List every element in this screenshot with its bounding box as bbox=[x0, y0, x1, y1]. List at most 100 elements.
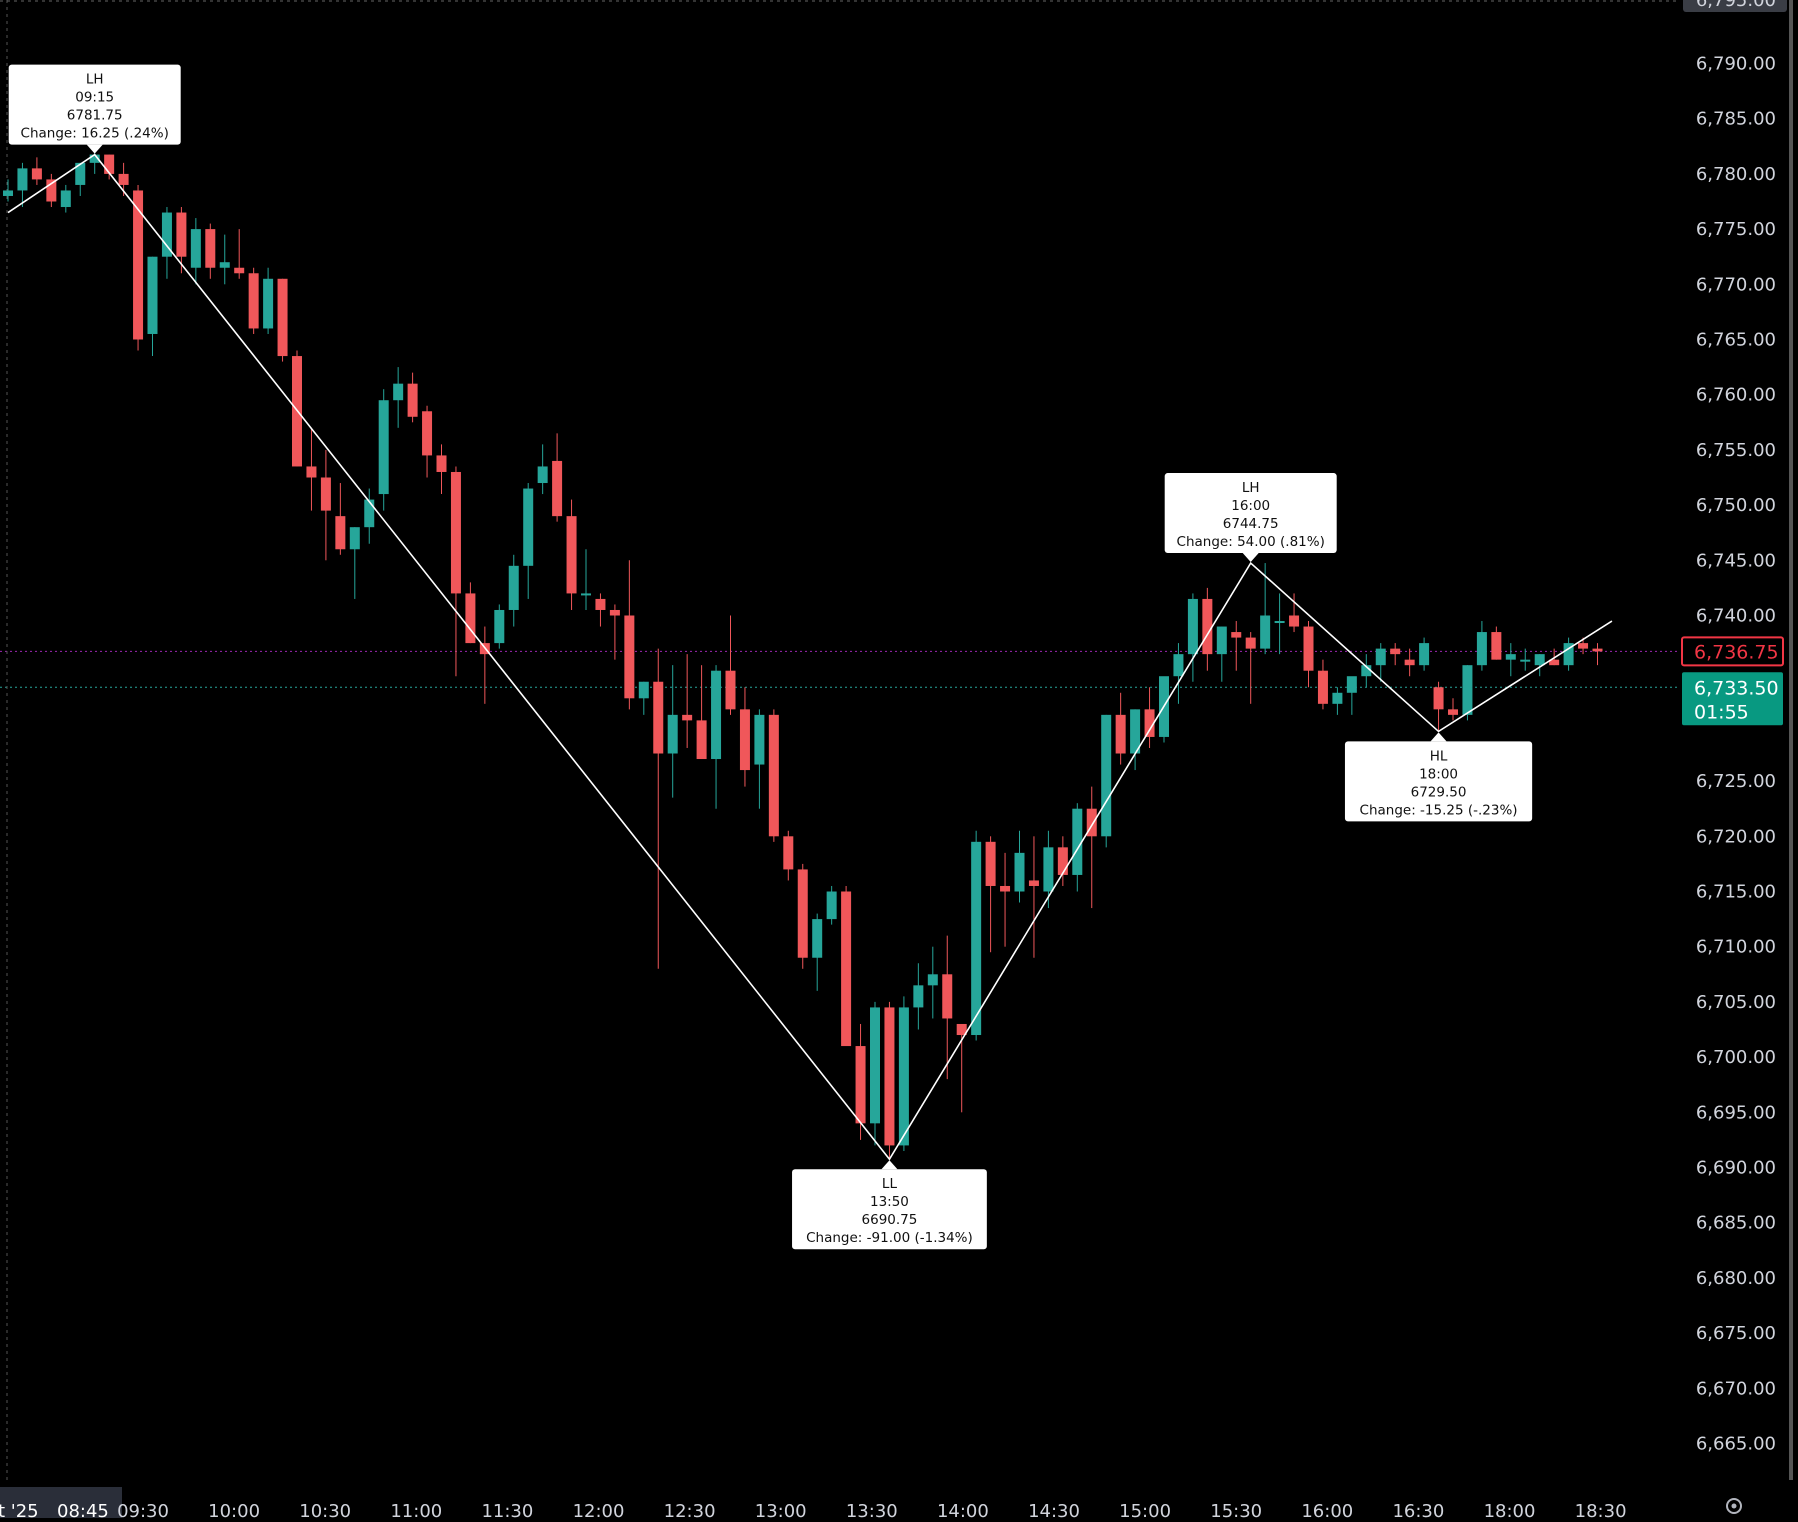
candle bbox=[1130, 709, 1141, 771]
candle-body bbox=[1505, 654, 1516, 660]
candle-body bbox=[320, 477, 331, 511]
candle-body bbox=[1375, 648, 1386, 666]
candle bbox=[1332, 687, 1343, 715]
pivot-label[interactable]: LL 13:50 6690.75 Change: -91.00 (-1.34%) bbox=[792, 1160, 987, 1250]
candle-body bbox=[277, 278, 288, 357]
candle-body bbox=[1361, 665, 1372, 677]
candle bbox=[364, 488, 375, 544]
time-axis[interactable]: t '25 08:45 09:30 10:00 10:30 11:00 11:30 12:00… bbox=[0, 1480, 1798, 1522]
gear-icon-hub bbox=[1731, 1503, 1737, 1509]
candle-body bbox=[971, 841, 982, 1036]
candle bbox=[1375, 643, 1386, 682]
time-tick-label: 16:00 bbox=[1301, 1501, 1353, 1518]
pivot-label[interactable]: HL 18:00 6729.50 Change: -15.25 (-.23%) bbox=[1344, 732, 1533, 822]
candle bbox=[725, 615, 736, 715]
candle-body bbox=[1028, 880, 1039, 886]
candle-body bbox=[378, 400, 389, 495]
candle-body bbox=[812, 919, 823, 958]
candle-body bbox=[1578, 643, 1589, 649]
candle bbox=[898, 996, 909, 1151]
zigzag-line bbox=[7, 153, 1613, 1161]
candle-body bbox=[60, 190, 71, 208]
candle-body bbox=[768, 714, 779, 837]
candle-body bbox=[1101, 714, 1112, 837]
candle-body bbox=[1130, 709, 1141, 754]
crosshair-price-badge bbox=[1683, 0, 1787, 12]
candle bbox=[1231, 621, 1242, 671]
pivot-label-box bbox=[8, 64, 181, 145]
candle bbox=[1476, 621, 1487, 671]
pivot-label-text: 13:50 bbox=[870, 1194, 909, 1210]
pivot-label-text: LH bbox=[86, 72, 104, 88]
time-tick-label: 16:30 bbox=[1392, 1501, 1444, 1518]
pivot-label-text: Change: 54.00 (.81%) bbox=[1177, 534, 1325, 550]
candle-body bbox=[75, 162, 86, 185]
time-tick-label: 15:00 bbox=[1119, 1501, 1171, 1518]
pivot-label-box bbox=[1164, 473, 1337, 554]
candle-body bbox=[1245, 637, 1256, 649]
candle bbox=[1346, 676, 1357, 715]
candle-body bbox=[1520, 659, 1531, 662]
candle-body bbox=[1043, 847, 1054, 892]
time-tick-label: 15:30 bbox=[1210, 1501, 1262, 1518]
candle-body bbox=[31, 168, 42, 180]
candle-body bbox=[725, 670, 736, 710]
time-tick-label: 12:00 bbox=[573, 1501, 625, 1518]
candle bbox=[176, 207, 187, 274]
current-price-text: 6,733.50 bbox=[1694, 677, 1779, 699]
last-price-text: 6,736.75 bbox=[1694, 641, 1779, 663]
candle bbox=[263, 267, 274, 334]
candle bbox=[422, 405, 433, 478]
candle-body bbox=[234, 267, 245, 274]
candle-body bbox=[1346, 676, 1357, 693]
candle-body bbox=[118, 173, 129, 185]
candle bbox=[508, 554, 519, 627]
candle-body bbox=[523, 488, 534, 566]
candle bbox=[1072, 803, 1083, 892]
candle bbox=[277, 278, 288, 362]
candle bbox=[306, 427, 317, 511]
candle-body bbox=[581, 593, 591, 596]
pivot-label-text: LH bbox=[1242, 480, 1260, 496]
candle bbox=[1173, 643, 1184, 704]
price-tick-label: 6,675.00 bbox=[1696, 1323, 1776, 1344]
candle-body bbox=[3, 190, 13, 196]
candle-body bbox=[1260, 615, 1271, 649]
pivot-label[interactable]: LH 16:00 6744.75 Change: 54.00 (.81%) bbox=[1164, 473, 1337, 563]
candle-body bbox=[783, 836, 794, 870]
candle-body bbox=[176, 212, 187, 257]
candle-body bbox=[465, 593, 476, 644]
candle-body bbox=[667, 714, 678, 754]
candle-body bbox=[306, 466, 317, 478]
candle-body bbox=[1187, 598, 1198, 655]
candle-body bbox=[1144, 709, 1155, 737]
candle-body bbox=[1231, 632, 1242, 638]
candle bbox=[1216, 626, 1227, 682]
time-start-time: 08:45 bbox=[57, 1501, 109, 1518]
candle-body bbox=[407, 383, 418, 417]
candle-body bbox=[942, 974, 953, 1019]
candle bbox=[754, 709, 765, 809]
candle-body bbox=[1592, 648, 1603, 652]
gear-icon[interactable] bbox=[1726, 1498, 1742, 1514]
price-tick-label: 6,780.00 bbox=[1696, 164, 1776, 185]
candle bbox=[985, 836, 996, 953]
candle bbox=[205, 223, 216, 279]
candle-body bbox=[696, 720, 707, 760]
candle-body bbox=[566, 516, 577, 594]
candle-body bbox=[1462, 665, 1473, 715]
time-start-label: t '25 bbox=[0, 1501, 39, 1518]
crosshair-time-badge bbox=[0, 1487, 122, 1518]
bar-countdown-text: 01:55 bbox=[1694, 701, 1749, 723]
candle-body bbox=[1216, 626, 1227, 655]
price-tick-label: 6,755.00 bbox=[1696, 440, 1776, 461]
pivot-label[interactable]: LH 09:15 6781.75 Change: 16.25 (.24%) bbox=[8, 64, 181, 154]
candle-body bbox=[335, 516, 346, 550]
candle bbox=[1159, 676, 1169, 743]
candle-body bbox=[754, 714, 765, 765]
candle-body bbox=[190, 229, 201, 268]
